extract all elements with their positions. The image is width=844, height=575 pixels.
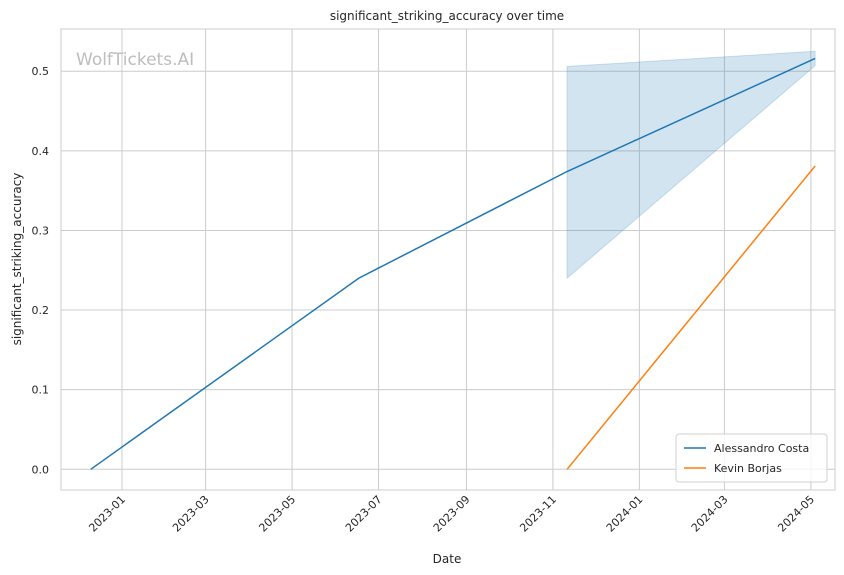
series-line xyxy=(90,57,816,470)
y-tick-label: 0.3 xyxy=(32,224,50,237)
x-axis-label: Date xyxy=(433,552,462,566)
y-axis-ticks: 0.0 0.1 0.2 0.3 0.4 0.5 xyxy=(32,65,50,476)
x-tick-label: 2023-09 xyxy=(431,493,473,535)
legend: Alessandro Costa Kevin Borjas xyxy=(675,433,828,483)
legend-box xyxy=(675,433,828,483)
y-tick-label: 0.5 xyxy=(32,65,50,78)
legend-label: Kevin Borjas xyxy=(714,462,782,475)
y-tick-label: 0.1 xyxy=(32,384,50,397)
x-tick-label: 2024-05 xyxy=(775,493,817,535)
y-tick-label: 0.4 xyxy=(32,145,50,158)
x-tick-label: 2023-07 xyxy=(343,493,385,535)
x-tick-label: 2024-01 xyxy=(604,493,646,535)
y-axis-label: significant_striking_accuracy xyxy=(10,173,24,346)
x-tick-label: 2023-05 xyxy=(256,493,298,535)
confidence-bands xyxy=(566,50,816,280)
watermark: WolfTickets.AI xyxy=(76,50,194,70)
chart-title: significant_striking_accuracy over time xyxy=(330,9,564,23)
confidence-band xyxy=(566,50,816,280)
grid xyxy=(61,29,835,490)
x-tick-label: 2023-01 xyxy=(86,493,128,535)
plot-frame xyxy=(60,28,836,491)
x-tick-label: 2023-11 xyxy=(517,493,559,535)
x-tick-label: 2024-03 xyxy=(689,493,731,535)
y-tick-label: 0.0 xyxy=(32,463,50,476)
x-tick-label: 2023-03 xyxy=(170,493,212,535)
y-tick-label: 0.2 xyxy=(32,304,50,317)
legend-label: Alessandro Costa xyxy=(714,442,809,455)
series-line xyxy=(566,165,816,470)
x-axis-ticks: 2023-01 2023-03 2023-05 2023-07 2023-09 2023-… xyxy=(86,493,817,535)
series-lines xyxy=(90,57,816,470)
